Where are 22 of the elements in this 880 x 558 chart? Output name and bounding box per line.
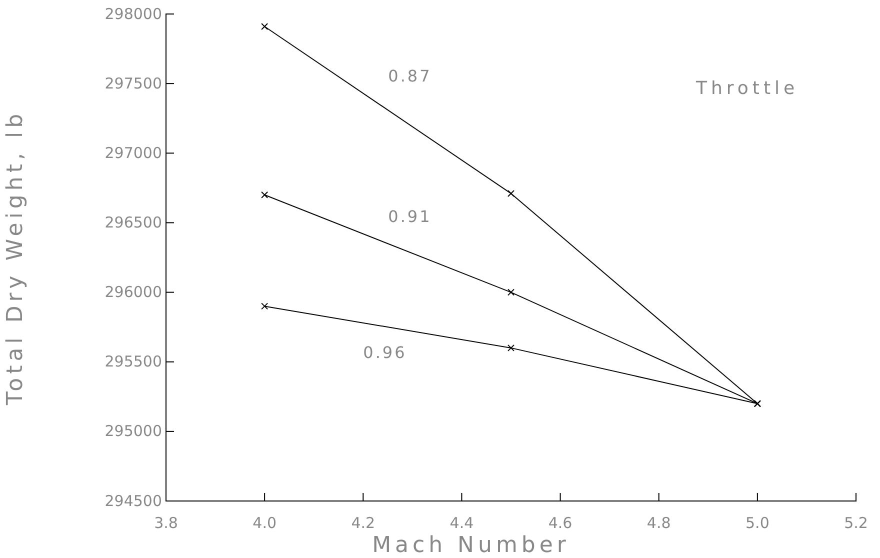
y-tick-label: 295500	[104, 352, 162, 371]
x-axis-title: Mach Number	[372, 533, 570, 558]
y-tick-label: 298000	[104, 4, 162, 23]
series-label: 0.87	[388, 66, 432, 86]
series-label: 0.91	[388, 206, 432, 226]
x-tick-label: 4.2	[351, 514, 376, 532]
y-tick-label: 294500	[104, 492, 162, 510]
y-tick-label: 296000	[104, 283, 162, 302]
y-tick-label: 297000	[104, 144, 162, 162]
legend-title: Throttle	[695, 78, 799, 99]
x-tick-label: 4.4	[450, 514, 474, 532]
x-tick-label: 5.0	[746, 514, 770, 532]
x-tick-label: 4.0	[252, 514, 276, 532]
series-label: 0.96	[363, 342, 407, 362]
y-axis-title: Total Dry Weight, lb	[3, 110, 28, 406]
y-tick-label: 295000	[104, 422, 162, 440]
x-tick-label: 4.6	[548, 514, 572, 532]
y-tick-label: 296500	[104, 214, 162, 232]
x-tick-label: 5.2	[844, 514, 868, 532]
x-tick-label: 4.8	[646, 514, 671, 532]
x-tick-label: 3.8	[154, 514, 178, 532]
y-tick-label: 297500	[104, 74, 162, 92]
